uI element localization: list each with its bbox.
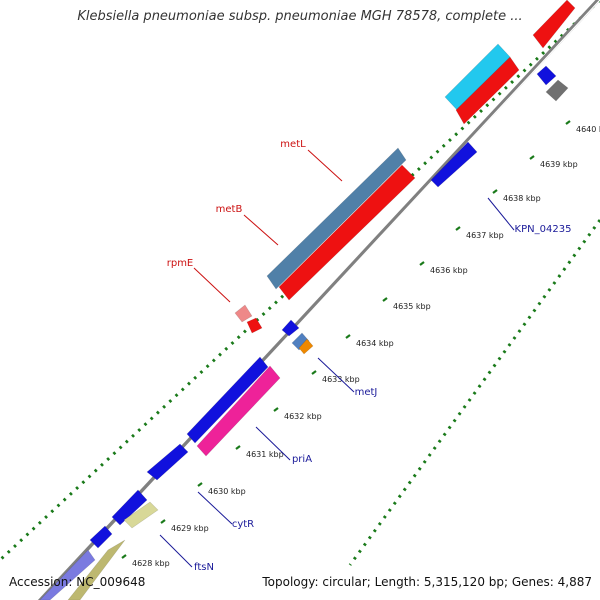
gene-forward-pink bbox=[196, 365, 281, 457]
gene-forward-blue-1 bbox=[186, 356, 269, 444]
gene-label: KPN_04235 bbox=[515, 224, 572, 235]
scale-tick-label: 4638 kbp bbox=[503, 194, 541, 203]
scale-tick bbox=[382, 297, 388, 302]
gene-blue-5 bbox=[39, 549, 96, 600]
gene-forward-red-1 bbox=[455, 56, 520, 125]
gene-metL-metB-steelblue bbox=[266, 147, 407, 290]
gene-blue-2 bbox=[146, 443, 189, 481]
gene-reverse-blue-1 bbox=[536, 65, 557, 86]
inner-dotted-guide bbox=[348, 219, 600, 566]
gene-label: metJ bbox=[355, 387, 378, 398]
gene-reverse-gray bbox=[545, 79, 569, 102]
scale-tick bbox=[455, 226, 461, 231]
scale-tick-label: 4635 kbp bbox=[393, 302, 431, 311]
gene-label-leader bbox=[243, 214, 279, 246]
gene-forward-red-top bbox=[532, 0, 576, 49]
gene-label-leader bbox=[197, 491, 233, 525]
gene-blue-3 bbox=[111, 489, 148, 526]
gene-label-leader bbox=[193, 267, 231, 303]
gene-reverse-orange bbox=[298, 338, 314, 355]
gene-label: metL bbox=[280, 139, 306, 150]
scale-tick-label: 4632 kbp bbox=[284, 412, 322, 421]
scale-tick-label: 4634 kbp bbox=[356, 339, 394, 348]
scale-tick bbox=[273, 407, 279, 412]
gene-KPN_04235 bbox=[430, 141, 478, 188]
scale-tick bbox=[419, 261, 425, 266]
gene-khaki-2 bbox=[67, 539, 126, 600]
gene-blue-4 bbox=[89, 525, 113, 549]
scale-tick bbox=[197, 482, 203, 487]
gene-metJ bbox=[291, 332, 310, 351]
gene-rpmE bbox=[234, 304, 253, 323]
gene-label: metB bbox=[216, 204, 243, 215]
gene-forward-red-small bbox=[246, 317, 263, 334]
gene-label: ftsN bbox=[194, 562, 214, 573]
gene-metL-red bbox=[278, 164, 416, 301]
gene-label-leader bbox=[307, 149, 343, 182]
scale-tick bbox=[529, 155, 535, 160]
map-title: Klebsiella pneumoniae subsp. pneumoniae … bbox=[77, 9, 523, 24]
scale-tick bbox=[492, 189, 498, 194]
scale-tick bbox=[235, 445, 241, 450]
gene-label-leader bbox=[317, 357, 355, 393]
gene-khaki-1 bbox=[123, 501, 159, 529]
genome-summary-text: Topology: circular; Length: 5,315,120 bp… bbox=[262, 575, 592, 589]
scale-tick bbox=[311, 370, 317, 375]
scale-tick-label: 4637 kbp bbox=[466, 231, 504, 240]
gene-label: cytR bbox=[232, 519, 254, 530]
scale-tick-label: 4628 kbp bbox=[132, 559, 170, 568]
scale-tick bbox=[160, 519, 166, 524]
gene-label: priA bbox=[292, 454, 312, 465]
gene-label-leader bbox=[159, 534, 193, 568]
scale-tick-label: 4629 kbp bbox=[171, 524, 209, 533]
gene-label: rpmE bbox=[167, 258, 194, 269]
scale-tick-label: 4639 kbp bbox=[540, 160, 578, 169]
scale-tick bbox=[121, 554, 127, 559]
scale-tick bbox=[345, 334, 351, 339]
gene-reverse-blue-2 bbox=[281, 319, 300, 337]
scale-tick-label: 4631 kbp bbox=[246, 450, 284, 459]
scale-tick bbox=[565, 120, 571, 125]
accession-text: Accession: NC_009648 bbox=[9, 575, 146, 589]
gene-label-leader bbox=[255, 426, 291, 461]
scale-tick-label: 4636 kbp bbox=[430, 266, 468, 275]
scale-tick-label: 4630 kbp bbox=[208, 487, 246, 496]
scale-tick-label: 4640 kbp bbox=[576, 125, 600, 134]
gene-label-leader bbox=[487, 197, 515, 231]
